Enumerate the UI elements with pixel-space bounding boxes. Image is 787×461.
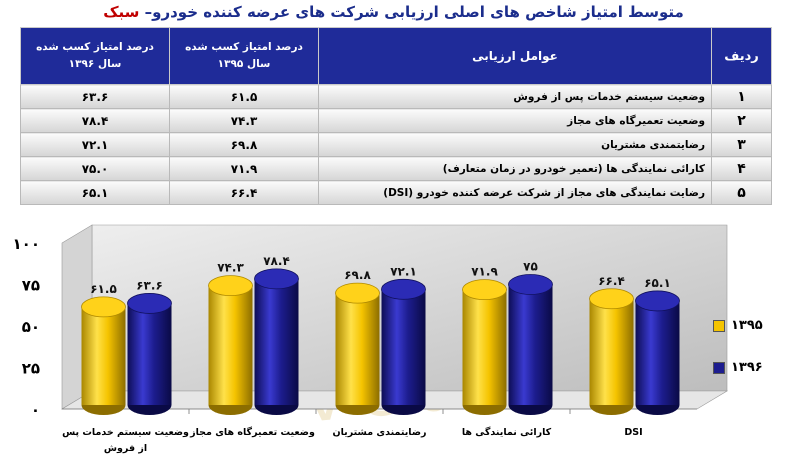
bar bbox=[81, 296, 126, 415]
bar-top bbox=[589, 288, 634, 310]
bar-body bbox=[462, 289, 507, 405]
title-main: متوسط امتیاز شاخص های اصلی ارزیابی شرکت … bbox=[139, 3, 684, 21]
x-category-label: از فروش bbox=[104, 443, 147, 454]
bar-body bbox=[208, 285, 253, 405]
legend-label-1395: ۱۳۹۵ bbox=[731, 318, 763, 333]
legend-item-1396: ۱۳۹۶ bbox=[713, 360, 763, 375]
bar bbox=[208, 275, 253, 415]
x-category-label: وضعیت تعمیرگاه های مجاز bbox=[189, 426, 315, 438]
row-index: ۵ bbox=[711, 180, 772, 205]
bar-value-label: ۷۲.۱ bbox=[390, 264, 417, 278]
row-criteria: رضایتمندی مشتریان bbox=[318, 132, 712, 157]
scores-table: ردیف عوامل ارزیابی درصد امتیاز کسب شده سا… bbox=[20, 27, 772, 205]
bar-body bbox=[254, 278, 299, 405]
bar-body bbox=[381, 289, 426, 405]
bar-body bbox=[81, 306, 126, 405]
header-1396-line1: درصد امتیاز کسب شده bbox=[36, 41, 154, 53]
bar-value-label: ۷۱.۹ bbox=[471, 265, 498, 279]
bar bbox=[462, 279, 507, 415]
y-tick-label: ۲۵ bbox=[22, 360, 40, 378]
bar-body bbox=[335, 293, 380, 405]
bar-value-label: ۶۹.۸ bbox=[344, 268, 371, 282]
bar-top bbox=[81, 296, 126, 318]
x-category-label: کارائی نمایندگی ها bbox=[462, 426, 552, 438]
header-1396-line2: سال ۱۳۹۶ bbox=[68, 58, 122, 70]
bar-body bbox=[589, 298, 634, 405]
bar bbox=[381, 278, 426, 415]
row-value-1396: ۷۲.۱ bbox=[20, 132, 170, 157]
bar-top bbox=[635, 290, 680, 312]
bar bbox=[589, 288, 634, 415]
bar-top bbox=[254, 268, 299, 290]
x-category-label: DSI bbox=[624, 427, 642, 438]
bar-top bbox=[462, 279, 507, 301]
bar-top bbox=[508, 274, 553, 295]
row-value-1395: ۶۱.۵ bbox=[169, 84, 319, 109]
row-value-1396: ۷۸.۴ bbox=[20, 108, 170, 133]
bar-value-label: ۶۳.۶ bbox=[136, 278, 163, 292]
row-criteria: وضعیت تعمیرگاه های مجاز bbox=[318, 108, 712, 133]
bar bbox=[254, 268, 299, 415]
y-tick-label: ۵۰ bbox=[22, 318, 40, 336]
row-value-1396: ۷۵.۰ bbox=[20, 156, 170, 181]
bar-top bbox=[208, 275, 253, 297]
bar-body bbox=[508, 284, 553, 405]
table-row: ۱ وضعیت سیستم خدمات پس از فروش ۶۱.۵ ۶۳.۶ bbox=[20, 84, 772, 109]
bar-top bbox=[127, 293, 172, 314]
row-value-1396: ۶۳.۶ bbox=[20, 84, 170, 109]
legend-item-1395: ۱۳۹۵ bbox=[713, 318, 763, 333]
row-value-1395: ۶۶.۴ bbox=[169, 180, 319, 205]
y-tick-label: ۷۵ bbox=[22, 277, 40, 295]
header-criteria: عوامل ارزیابی bbox=[318, 27, 712, 85]
header-1395-line2: سال ۱۳۹۵ bbox=[217, 58, 271, 70]
bar bbox=[635, 290, 680, 415]
row-criteria: وضعیت سیستم خدمات پس از فروش bbox=[318, 84, 712, 109]
row-index: ۱ bbox=[711, 84, 772, 109]
bar bbox=[127, 293, 172, 415]
y-tick-label: ۰ bbox=[31, 401, 40, 419]
bar-value-label: ۷۸.۴ bbox=[263, 254, 290, 268]
table-header-row: ردیف عوامل ارزیابی درصد امتیاز کسب شده سا… bbox=[20, 27, 772, 85]
bar-value-label: ۷۵ bbox=[523, 260, 538, 274]
row-value-1395: ۷۱.۹ bbox=[169, 156, 319, 181]
chart-legend: ۱۳۹۵ ۱۳۹۶ bbox=[713, 318, 763, 402]
y-tick-label: ۱۰۰ bbox=[13, 235, 40, 253]
table-row: ۵ رضایت نمایندگی های مجاز از شرکت عرضه ک… bbox=[20, 180, 772, 205]
bar-value-label: ۶۵.۱ bbox=[644, 276, 671, 290]
x-category-label: وضعیت سیستم خدمات پس bbox=[62, 427, 189, 438]
table-row: ۳ رضایتمندی مشتریان ۶۹.۸ ۷۲.۱ bbox=[20, 132, 772, 157]
header-1396: درصد امتیاز کسب شده سال ۱۳۹۶ bbox=[20, 27, 170, 85]
legend-swatch-1395 bbox=[713, 319, 725, 332]
row-value-1395: ۷۴.۳ bbox=[169, 108, 319, 133]
header-1395: درصد امتیاز کسب شده سال ۱۳۹۵ bbox=[169, 27, 319, 85]
row-value-1395: ۶۹.۸ bbox=[169, 132, 319, 157]
bar bbox=[335, 282, 380, 415]
bar-top bbox=[381, 278, 426, 300]
bar-body bbox=[127, 303, 172, 405]
row-criteria: رضایت نمایندگی های مجاز از شرکت عرضه کنن… bbox=[318, 180, 712, 205]
legend-swatch-1396 bbox=[713, 361, 725, 374]
x-category-label: رضایتمندی مشتریان bbox=[333, 427, 427, 438]
chart-title: متوسط امتیاز شاخص های اصلی ارزیابی شرکت … bbox=[0, 3, 787, 21]
bar-body bbox=[635, 300, 680, 405]
row-value-1396: ۶۵.۱ bbox=[20, 180, 170, 205]
legend-label-1396: ۱۳۹۶ bbox=[731, 360, 763, 375]
bar-top bbox=[335, 282, 380, 304]
bar-value-label: ۶۶.۴ bbox=[598, 274, 625, 288]
header-1395-line1: درصد امتیاز کسب شده bbox=[185, 41, 303, 53]
table-row: ۴ کارائی نمایندگی ها (تعمیر خودرو در زما… bbox=[20, 156, 772, 181]
title-highlight: سبک bbox=[103, 3, 140, 21]
row-index: ۴ bbox=[711, 156, 772, 181]
row-index: ۲ bbox=[711, 108, 772, 133]
bar-value-label: ۷۴.۳ bbox=[217, 261, 244, 275]
row-index: ۳ bbox=[711, 132, 772, 157]
bar-value-label: ۶۱.۵ bbox=[90, 282, 117, 296]
table-row: ۲ وضعیت تعمیرگاه های مجاز ۷۴.۳ ۷۸.۴ bbox=[20, 108, 772, 133]
row-criteria: کارائی نمایندگی ها (تعمیر خودرو در زمان … bbox=[318, 156, 712, 181]
bar bbox=[508, 274, 553, 415]
header-index: ردیف bbox=[711, 27, 772, 85]
